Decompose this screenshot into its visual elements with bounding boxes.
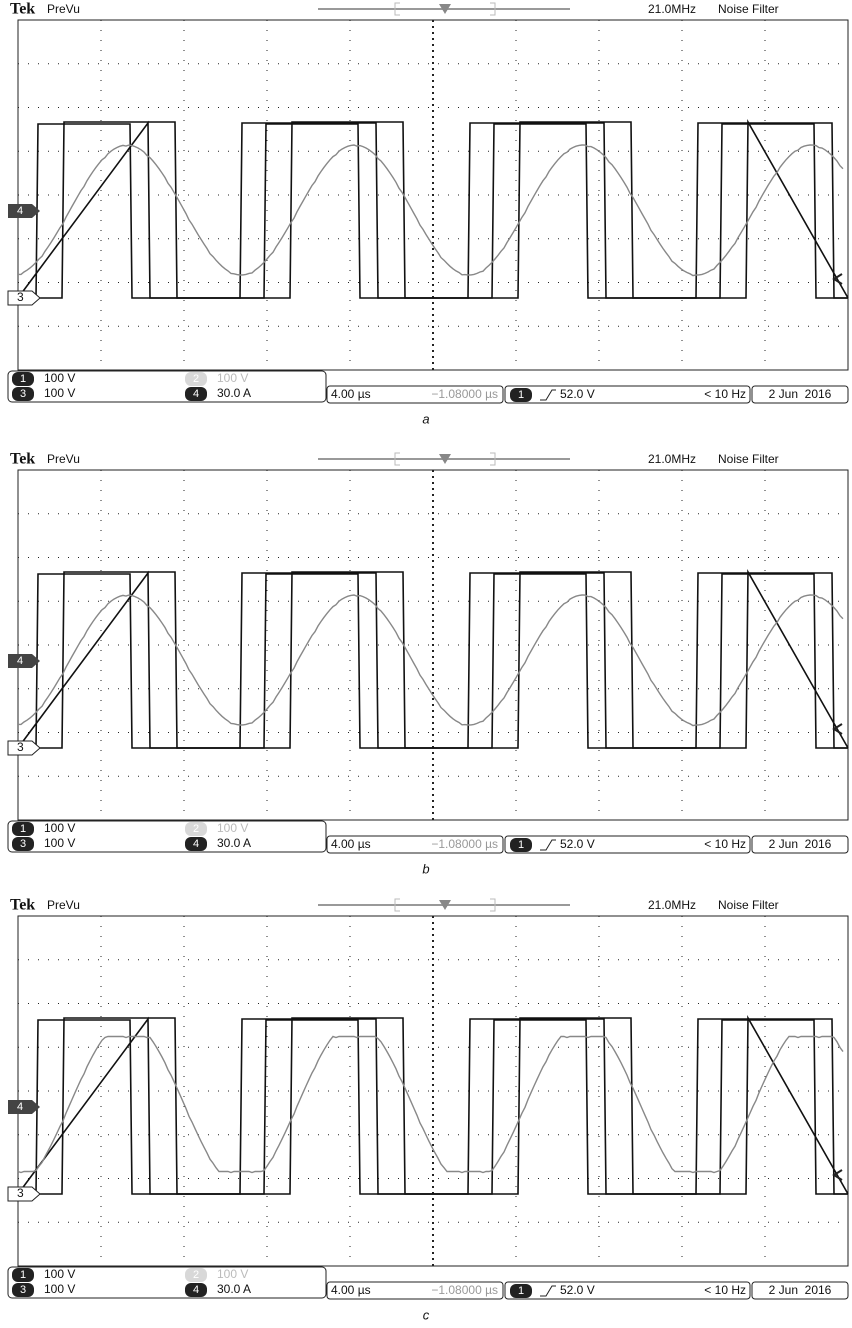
channel-scale: 100 V — [44, 371, 75, 385]
frequency: < 10 Hz — [704, 1283, 746, 1297]
scope-panel: Tek PreVu 21.0MHz Noise Filter 4 3 1 100 V 2 100 … — [8, 451, 848, 877]
mode: PreVu — [47, 452, 80, 466]
position: −1.08000 µs — [431, 1283, 498, 1297]
date: 2 Jun 2016 — [769, 1283, 832, 1297]
scope-panel: Tek PreVu 21.0MHz Noise Filter 4 3 1 100 V 2 100 … — [8, 897, 848, 1323]
filter: Noise Filter — [718, 2, 779, 16]
channel-number: 4 — [193, 1284, 199, 1296]
mode: PreVu — [47, 898, 80, 912]
channel-number: 3 — [20, 838, 26, 850]
ch3-marker-label: 3 — [17, 740, 24, 754]
ch4-marker-label: 4 — [17, 655, 23, 667]
position: −1.08000 µs — [431, 837, 498, 851]
frequency: < 10 Hz — [704, 837, 746, 851]
mode: PreVu — [47, 2, 80, 16]
brand: Tek — [10, 897, 35, 914]
date: 2 Jun 2016 — [769, 387, 832, 401]
brand: Tek — [10, 451, 35, 468]
channel-number: 2 — [193, 373, 199, 385]
channel-number: 3 — [20, 1284, 26, 1296]
trigger-level: 52.0 V — [560, 1283, 595, 1297]
ch3-marker-label: 3 — [17, 290, 24, 304]
date: 2 Jun 2016 — [769, 837, 832, 851]
channel-number: 1 — [518, 389, 524, 401]
channel-number: 2 — [193, 823, 199, 835]
scope-panel: Tek PreVu 21.0MHz Noise Filter 4 3 1 100 V 2 100 … — [8, 1, 848, 427]
channel-number: 4 — [193, 388, 199, 400]
channel-number: 2 — [193, 1269, 199, 1281]
ch4-marker-label: 4 — [17, 1101, 23, 1113]
caption: a — [422, 411, 429, 426]
channel-scale: 100 V — [44, 386, 75, 400]
channel-number: 1 — [20, 823, 26, 835]
frequency: < 10 Hz — [704, 387, 746, 401]
ch4-marker-label: 4 — [17, 205, 23, 217]
channel-number: 1 — [518, 839, 524, 851]
bandwidth: 21.0MHz — [648, 898, 696, 912]
channel-scale: 100 V — [44, 821, 75, 835]
channel-scale: 100 V — [44, 1282, 75, 1296]
channel-number: 4 — [193, 838, 199, 850]
channel-scale: 100 V — [44, 836, 75, 850]
channel-scale: 100 V — [217, 371, 248, 385]
caption: b — [422, 861, 429, 876]
position: −1.08000 µs — [431, 387, 498, 401]
channel-number: 1 — [518, 1285, 524, 1297]
brand: Tek — [10, 1, 35, 18]
trigger-level: 52.0 V — [560, 387, 595, 401]
channel-scale: 30.0 A — [217, 386, 251, 400]
channel-scale: 100 V — [44, 1267, 75, 1281]
channel-scale: 30.0 A — [217, 836, 251, 850]
channel-number: 3 — [20, 388, 26, 400]
filter: Noise Filter — [718, 898, 779, 912]
timebase: 4.00 µs — [331, 837, 371, 851]
channel-scale: 30.0 A — [217, 1282, 251, 1296]
channel-number: 1 — [20, 1269, 26, 1281]
timebase: 4.00 µs — [331, 387, 371, 401]
channel-scale: 100 V — [217, 821, 248, 835]
ch3-marker-label: 3 — [17, 1186, 24, 1200]
bandwidth: 21.0MHz — [648, 2, 696, 16]
caption: c — [423, 1307, 430, 1322]
channel-number: 1 — [20, 373, 26, 385]
channel-scale: 100 V — [217, 1267, 248, 1281]
trigger-level: 52.0 V — [560, 837, 595, 851]
scope-figure: Tek PreVu 21.0MHz Noise Filter 4 3 1 100 V 2 100 … — [0, 0, 852, 1328]
filter: Noise Filter — [718, 452, 779, 466]
timebase: 4.00 µs — [331, 1283, 371, 1297]
bandwidth: 21.0MHz — [648, 452, 696, 466]
